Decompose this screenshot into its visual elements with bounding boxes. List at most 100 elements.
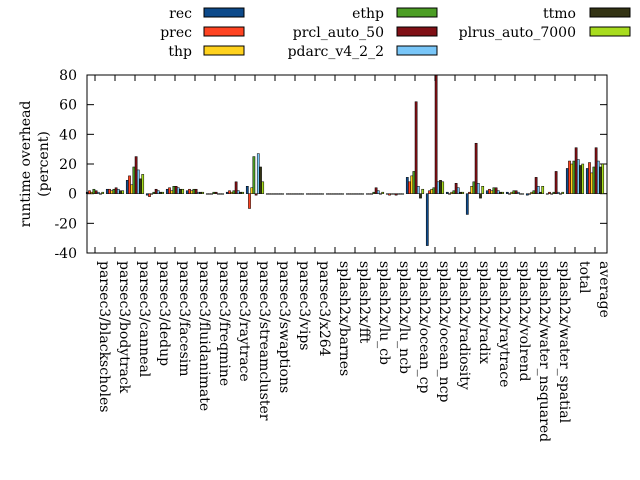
bar <box>172 186 176 194</box>
x-tick-label: splash2x/volrend <box>516 261 532 382</box>
bar <box>332 193 336 195</box>
bar <box>96 191 100 194</box>
bar <box>459 191 462 194</box>
bar <box>181 188 185 194</box>
bar <box>508 193 511 195</box>
bar <box>212 191 216 194</box>
bar <box>285 193 289 195</box>
bar <box>488 188 491 194</box>
legend-swatch <box>396 45 438 56</box>
bar <box>101 191 105 194</box>
bar <box>434 74 438 194</box>
x-tick-label: parsec3/vips <box>296 261 312 350</box>
bar <box>365 193 369 195</box>
bar <box>188 188 191 194</box>
legend-label: ttmo <box>543 6 576 22</box>
bar <box>228 190 231 194</box>
bar <box>239 191 242 194</box>
bar <box>550 193 554 195</box>
bar <box>450 191 454 194</box>
bar <box>148 193 151 197</box>
bar <box>192 188 196 194</box>
bars <box>85 74 605 253</box>
bar <box>536 186 540 194</box>
bar <box>492 187 496 194</box>
bar <box>579 165 582 194</box>
bar <box>388 193 391 196</box>
bar <box>396 193 400 195</box>
bar <box>161 191 165 194</box>
x-tick-label: average <box>596 261 612 318</box>
bar <box>530 191 534 194</box>
bar <box>585 168 589 194</box>
bar <box>112 188 116 194</box>
bar <box>554 171 558 194</box>
bar <box>121 190 125 194</box>
bar <box>128 175 131 194</box>
x-axis-tick-labels: parsec3/blackscholes parsec3/bodytrack par… <box>96 261 612 442</box>
x-tick-label: splash2x/ocean_cp <box>416 261 432 393</box>
bar <box>145 193 149 196</box>
bar <box>525 193 529 196</box>
bar <box>319 193 322 195</box>
plot-frame <box>86 74 608 254</box>
bar <box>259 166 262 194</box>
bar <box>272 193 276 195</box>
bar <box>519 193 522 195</box>
legend-swatch <box>203 26 245 37</box>
bar <box>456 187 460 194</box>
bar <box>156 190 160 194</box>
bar <box>296 193 300 195</box>
bar <box>494 187 498 194</box>
bar <box>359 193 362 195</box>
bar <box>410 175 414 194</box>
bar <box>174 186 178 194</box>
x-tick-label: parsec3/bodytrack <box>116 261 132 394</box>
bar <box>521 193 525 195</box>
bar <box>99 193 102 195</box>
bar <box>570 163 574 194</box>
bar <box>270 193 274 195</box>
x-tick-label: parsec3/facesim <box>176 261 192 377</box>
y-axis-label: runtime overhead (percent) <box>18 101 52 228</box>
x-tick-label: splash2x/fft <box>356 261 372 344</box>
bar <box>416 186 420 194</box>
bar <box>312 193 316 195</box>
bar <box>114 187 118 194</box>
y-tick-label: 20 <box>59 157 77 173</box>
bar <box>476 183 480 194</box>
bar <box>125 180 129 194</box>
bar <box>150 193 154 195</box>
bar <box>599 166 602 194</box>
x-tick-label: parsec3/dedup <box>156 261 172 366</box>
bar <box>305 193 309 195</box>
bar <box>588 162 591 194</box>
bar <box>601 163 605 194</box>
legend-label: plrus_auto_7000 <box>459 25 576 41</box>
bar <box>565 168 569 194</box>
bar <box>385 193 389 195</box>
legend: rec prec thp ethp prcl_auto_50 pdarc_v4_2_2 tt… <box>160 6 631 60</box>
bar <box>279 193 282 195</box>
bar <box>341 193 345 195</box>
bar <box>376 190 380 194</box>
bar <box>439 180 442 194</box>
bar <box>276 193 280 195</box>
bar <box>345 193 349 195</box>
bar <box>265 193 269 195</box>
y-tick-label: 0 <box>68 187 77 203</box>
bar <box>336 193 340 195</box>
bar <box>512 190 516 194</box>
x-tick-label: total <box>576 261 592 294</box>
bar <box>216 193 220 195</box>
bar <box>334 193 338 195</box>
bar <box>310 193 314 195</box>
bar <box>205 193 209 195</box>
bar <box>354 193 358 195</box>
bar <box>592 166 596 194</box>
bar <box>499 191 502 194</box>
legend-swatch <box>589 7 631 18</box>
bar <box>301 193 305 195</box>
bar <box>561 191 565 194</box>
bar <box>559 193 562 195</box>
